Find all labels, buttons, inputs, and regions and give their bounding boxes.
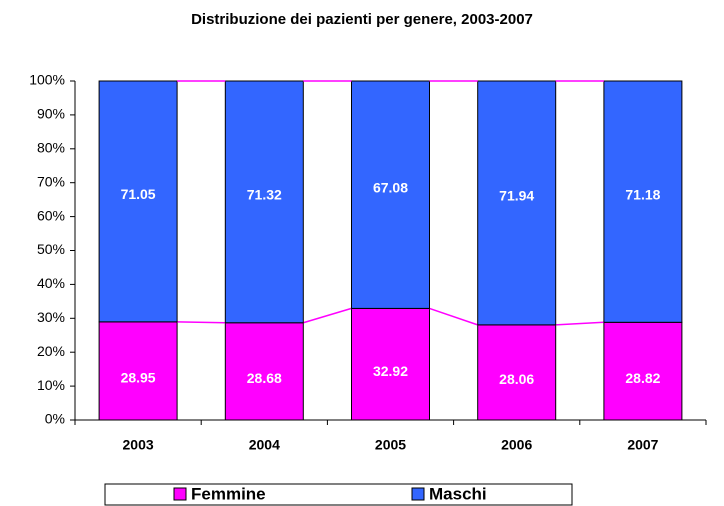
data-label: 32.92 [373, 363, 408, 379]
series-line [177, 321, 226, 324]
data-label: 67.08 [373, 179, 408, 195]
data-label: 71.18 [625, 186, 660, 202]
bar-segment [98, 80, 178, 323]
y-tick-label: 40% [37, 275, 65, 291]
bar-segment [224, 322, 304, 421]
y-tick-label: 90% [37, 106, 65, 122]
bar-segment [98, 321, 178, 421]
data-label: 71.94 [499, 188, 534, 204]
x-tick-label: 2007 [627, 437, 658, 453]
data-label: 71.05 [121, 186, 156, 202]
y-tick-label: 10% [37, 377, 65, 393]
y-tick-label: 70% [37, 173, 65, 189]
legend-label: Femmine [191, 484, 266, 503]
x-tick-label: 2003 [123, 437, 154, 453]
data-label: 28.68 [247, 370, 282, 386]
bar-segment [224, 80, 304, 324]
series-line [429, 307, 478, 326]
legend-box [104, 483, 573, 506]
bar-segment [603, 321, 683, 421]
data-label: 28.95 [121, 370, 156, 386]
y-tick-label: 80% [37, 140, 65, 156]
bar-segment [603, 80, 683, 323]
y-tick-label: 60% [37, 207, 65, 223]
y-tick-label: 0% [45, 411, 65, 427]
legend-swatch [411, 487, 425, 501]
x-tick-label: 2005 [375, 437, 406, 453]
y-tick-label: 50% [37, 241, 65, 257]
series-line [555, 321, 604, 326]
data-label: 71.32 [247, 187, 282, 203]
legend-swatch [173, 487, 187, 501]
bar-segment [351, 80, 430, 309]
bar-segment [351, 307, 430, 421]
legend-label: Maschi [429, 484, 487, 503]
bar-segment [477, 80, 557, 326]
bar-segment [477, 324, 557, 421]
y-tick-label: 20% [37, 343, 65, 359]
x-tick-label: 2006 [501, 437, 532, 453]
chart-title: Distribuzione dei pazienti per genere, 2… [191, 11, 533, 28]
data-label: 28.06 [499, 371, 534, 387]
y-tick-label: 30% [37, 309, 65, 325]
series-line [303, 307, 352, 324]
data-label: 28.82 [625, 370, 660, 386]
y-tick-label: 100% [29, 72, 65, 88]
x-tick-label: 2004 [249, 437, 280, 453]
